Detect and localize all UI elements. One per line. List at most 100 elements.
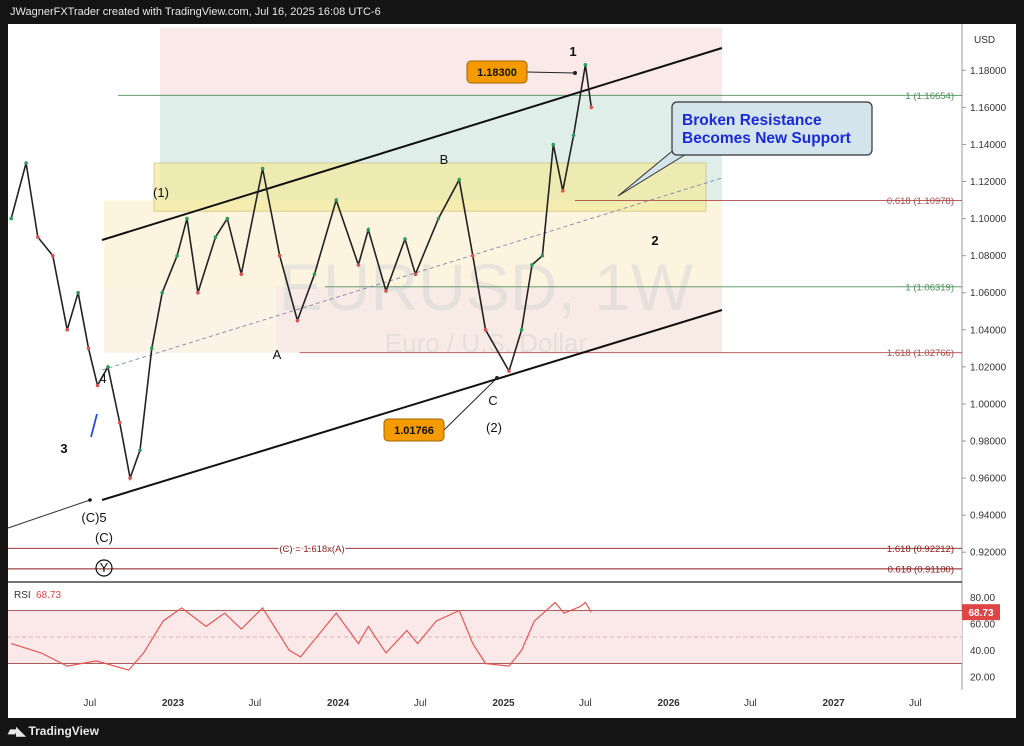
price-point <box>561 189 565 193</box>
price-low-label-box <box>383 418 445 442</box>
price-point <box>65 328 69 332</box>
price-point <box>295 318 300 323</box>
price-point <box>36 235 40 239</box>
fib-zone-red <box>276 286 722 353</box>
price-point <box>225 216 230 221</box>
fib-label-0: 1 (1.16654) <box>905 91 954 102</box>
price-point <box>213 235 218 239</box>
y-tick-label: 1.06000 <box>970 288 1007 299</box>
price-point <box>530 263 534 267</box>
rsi-value-label: 68.73 <box>968 608 993 619</box>
price-point <box>117 420 122 425</box>
wave-4-marker <box>90 413 98 438</box>
price-point <box>9 216 13 221</box>
y-tick-label: 0.96000 <box>970 474 1007 485</box>
y-tick-label: 1.14000 <box>970 140 1007 151</box>
y-tick-label: 1.10000 <box>970 214 1007 225</box>
rsi-tick-label: 20.00 <box>970 672 995 683</box>
fib-zone-upper <box>160 27 722 96</box>
fib-label-2: 1 (1.06319) <box>905 282 954 293</box>
x-tick-label: 2024 <box>327 698 350 709</box>
x-tick-label: Jul <box>83 698 96 709</box>
price-point <box>138 448 142 453</box>
price-point <box>403 237 407 241</box>
wave-label-y: Y <box>100 560 109 575</box>
price-point <box>471 253 475 258</box>
wave-label-a: A <box>273 347 282 362</box>
y-tick-label: 1.08000 <box>970 251 1007 262</box>
price-point <box>128 476 132 480</box>
y-tick-label: 1.02000 <box>970 362 1007 373</box>
price-point <box>277 253 282 258</box>
currency-label: USD <box>974 35 995 46</box>
price-point <box>366 227 371 232</box>
brand-label: TradingView <box>28 724 99 738</box>
resistance-zone <box>153 162 707 212</box>
annotation-box <box>671 101 873 156</box>
tradingview-logo-icon: ▰◣ <box>8 724 25 738</box>
tradingview-brand[interactable]: ▰◣ TradingView <box>8 724 99 738</box>
fib-zone-lower <box>104 200 722 287</box>
y-tick-label: 0.92000 <box>970 548 1007 559</box>
price-point <box>334 198 339 202</box>
rsi-series-line <box>11 601 592 671</box>
price-point <box>483 328 488 332</box>
trend-line-left <box>7 499 91 529</box>
x-tick-label: 2027 <box>822 698 845 709</box>
price-point <box>106 365 110 369</box>
wave-y-circle <box>95 559 113 577</box>
wave-c5-marker <box>88 498 92 502</box>
wave-label-1: 1 <box>569 44 576 59</box>
rsi-tick-label: 40.00 <box>970 646 995 657</box>
y-tick-label: 1.18000 <box>970 66 1007 77</box>
fib-label-5: 0.618 (0.91100) <box>888 564 954 575</box>
price-point <box>150 346 154 351</box>
price-point <box>76 290 80 295</box>
channel-mid-line <box>101 177 723 371</box>
annotation-line2: Becomes New Support <box>682 130 851 147</box>
price-point <box>185 216 189 221</box>
price-high-label-marker <box>573 71 577 75</box>
price-high-label-box <box>466 60 528 84</box>
price-point <box>260 166 265 171</box>
x-tick-label: 2023 <box>162 698 185 709</box>
x-tick-label: Jul <box>249 698 262 709</box>
wave-label-4: 4 <box>99 371 106 386</box>
rsi-title-value: 68.73 <box>36 590 61 601</box>
price-point <box>239 272 244 277</box>
price-point <box>571 133 576 137</box>
price-point <box>540 253 545 258</box>
price-point <box>86 346 91 351</box>
price-point <box>436 216 441 221</box>
price-point <box>507 369 511 373</box>
rsi-tick-label: 80.00 <box>970 593 995 604</box>
fib-note: (C) = 1.618x(A) <box>279 544 344 555</box>
price-point <box>589 105 594 110</box>
x-tick-label: 2025 <box>492 698 515 709</box>
price-low-label-leader <box>443 377 498 431</box>
y-tick-label: 1.04000 <box>970 325 1007 336</box>
wave-label-b: B <box>440 152 449 167</box>
wave-label-pc: (C) <box>95 530 113 545</box>
wave-label-p2: (2) <box>486 420 502 435</box>
wave-label-2: 2 <box>651 233 658 248</box>
price-point <box>457 177 462 182</box>
price-point <box>551 142 556 147</box>
x-tick-label: Jul <box>744 698 757 709</box>
price-point <box>384 289 388 293</box>
price-point <box>24 161 28 165</box>
channel-upper-line <box>101 47 723 241</box>
price-point <box>95 383 100 388</box>
price-point <box>175 253 179 258</box>
wave-label-p1: (1) <box>153 185 169 200</box>
price-point <box>160 290 164 295</box>
y-tick-label: 1.16000 <box>970 103 1007 114</box>
wave-label-c: C <box>488 393 497 408</box>
annotation-line1: Broken Resistance <box>682 112 822 129</box>
price-point <box>312 272 317 277</box>
price-point <box>196 290 200 295</box>
price-point <box>583 63 588 67</box>
price-low-label: 1.01766 <box>394 425 434 437</box>
x-tick-label: Jul <box>909 698 922 709</box>
